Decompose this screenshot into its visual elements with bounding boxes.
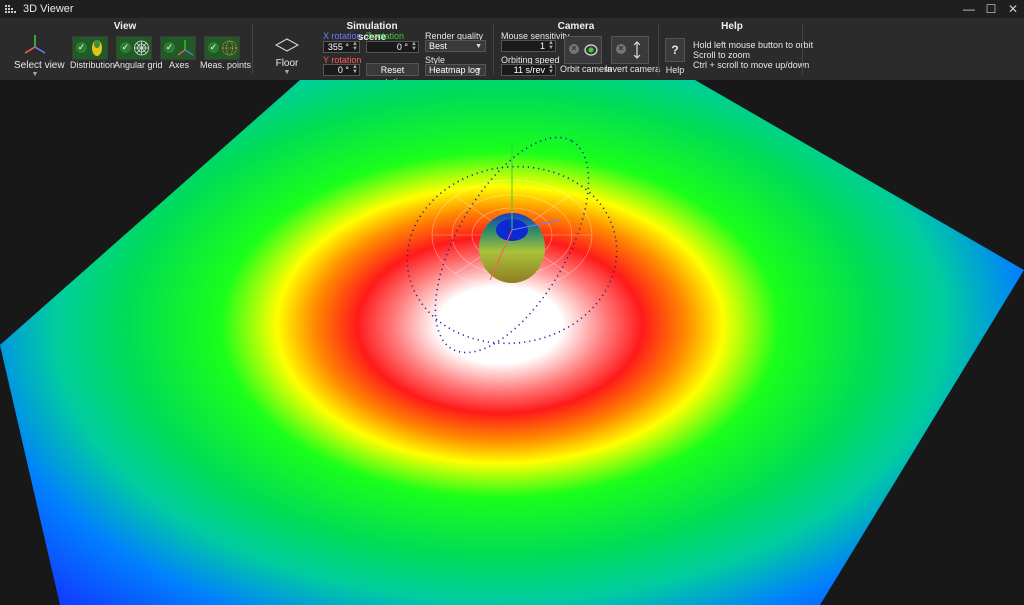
chevron-down-icon: ▼ [283,69,291,76]
reset-rotation-button[interactable]: Reset rotation [366,63,419,87]
z-rotation-value: 0 ° [396,42,408,52]
dropdown-arrow-icon: ▼ [475,67,482,74]
heatmap-floor[interactable] [0,80,1024,605]
measurement-points-toggle-box: ✓ [204,36,240,60]
axes-select-icon [24,35,46,54]
divider [493,24,494,74]
check-icon: ✓ [208,42,219,53]
minimize-button[interactable]: — [963,2,975,16]
group-title-help: Help [721,21,743,32]
render-quality-label: Render quality [425,31,484,41]
orbiting-speed-label: Orbiting speed [501,55,560,65]
dropdown-arrow-icon: ▼ [475,43,482,50]
toggle-measurement-points[interactable]: ✓ Meas. points [200,36,252,70]
orbit-icon [584,44,598,56]
maximize-button[interactable]: ☐ [985,2,997,16]
floor-button[interactable]: Floor ▼ [270,38,304,76]
x-rotation-value: 355 ° [327,42,349,52]
floor-label: Floor [275,58,299,69]
group-title-camera: Camera [557,21,595,32]
measurement-points-icon [222,40,237,56]
help-button[interactable]: ? Help [663,38,687,75]
distribution-icon [92,40,102,56]
floor-icon [274,38,300,52]
style-select[interactable]: Heatmap log ▼ [425,64,486,76]
vertical-arrows-icon [633,41,641,59]
app-icon [5,5,16,13]
toggle-axes[interactable]: ✓ Axes [158,36,200,70]
divider [658,24,659,74]
divider [252,24,253,74]
distribution-toggle-box: ✓ [72,36,108,60]
3d-viewport[interactable] [0,80,1024,605]
orbit-camera-button[interactable]: ✕ Orbit camera [560,36,613,74]
axes [489,140,561,281]
x-off-icon: ✕ [616,44,626,54]
y-rotation-spinner[interactable]: 0 ° ▲ ▼ [323,64,360,76]
check-icon: ✓ [164,42,175,53]
orbit-camera-tile: ✕ [564,36,602,64]
help-label: Help [665,65,685,75]
select-view-button[interactable]: Select view ▼ [14,33,65,78]
scene-canvas[interactable] [0,80,1024,605]
orbiting-speed-spinner[interactable]: 11 s/rev ▲ ▼ [501,64,556,76]
ribbon-toolbar: View Select view ▼ ✓ Distribution ✓ [0,18,1024,87]
x-rotation-label: X rotation [323,31,362,41]
spinner-arrows-icon[interactable]: ▲ ▼ [548,64,554,75]
angular-grid-label: Angular grid [114,60,163,70]
invert-camera-button[interactable]: ✕ Invert camera [605,36,661,74]
distribution-label: Distribution [70,60,116,70]
angular-grid-icon [134,40,149,56]
mouse-sensitivity-label: Mouse sensitivity [501,31,570,41]
mouse-sensitivity-value: 1 [539,41,545,51]
spinner-arrows-icon[interactable]: ▲ ▼ [411,41,417,52]
axes-icon [177,40,194,56]
x-off-icon: ✕ [569,44,579,54]
invert-camera-label: Invert camera [605,64,661,74]
z-rotation-label: Z rotation [366,31,405,41]
x-rotation-spinner[interactable]: 355 ° ▲ ▼ [323,41,360,53]
check-icon: ✓ [120,42,131,53]
style-value: Heatmap log [429,65,481,75]
invert-camera-tile: ✕ [611,36,649,64]
help-text-zoom: Scroll to zoom [693,50,751,60]
check-icon: ✓ [76,42,87,53]
style-label: Style [425,55,446,65]
mouse-sensitivity-spinner[interactable]: 1 ▲ ▼ [501,40,556,52]
close-button[interactable]: ✕ [1007,2,1019,16]
render-quality-select[interactable]: Best ▼ [425,40,486,52]
help-text-orbit: Hold left mouse button to orbit [693,40,814,50]
spinner-arrows-icon[interactable]: ▲ ▼ [352,41,358,52]
divider [802,24,803,74]
help-text-move: Ctrl + scroll to move up/down [693,60,810,70]
question-mark-icon: ? [665,38,685,62]
angular-grid-toggle-box: ✓ [116,36,152,60]
axes-toggle-box: ✓ [160,36,196,60]
toggle-angular-grid[interactable]: ✓ Angular grid [114,36,163,70]
axes-label: Axes [168,60,189,70]
measurement-points [406,136,618,354]
distribution-sphere[interactable] [479,213,545,283]
y-rotation-value: 0 ° [337,65,349,75]
spinner-arrows-icon[interactable]: ▲ ▼ [352,64,358,75]
measurement-points-label: Meas. points [200,60,252,70]
y-rotation-label: Y rotation [323,55,362,65]
render-quality-value: Best [429,41,448,51]
z-rotation-spinner[interactable]: 0 ° ▲ ▼ [366,41,419,53]
select-view-label: Select view [14,60,65,71]
group-title-scene: Simulation scene [346,21,398,43]
chevron-down-icon: ▼ [31,71,39,78]
group-title-view: View [113,21,137,32]
orbiting-speed-value: 11 s/rev [513,65,545,75]
toggle-distribution[interactable]: ✓ Distribution [70,36,116,70]
title-bar: 3D Viewer [0,0,1024,18]
spinner-arrows-icon[interactable]: ▲ ▼ [548,40,554,51]
window-title: 3D Viewer [23,3,74,15]
orbit-camera-label: Orbit camera [560,64,613,74]
